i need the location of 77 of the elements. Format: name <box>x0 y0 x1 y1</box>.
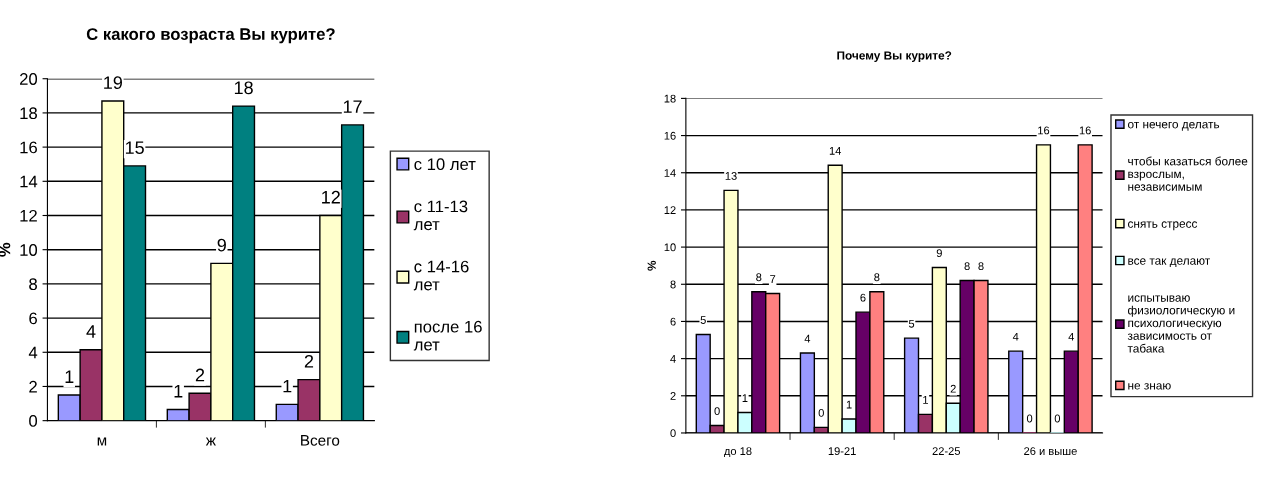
data-label: 1 <box>65 370 74 383</box>
data-label: 6 <box>860 293 866 302</box>
data-label: 2 <box>304 354 314 368</box>
y-tick-label: 18 <box>20 107 37 120</box>
legend-label: чтобы казаться более взрослым, независимым <box>1128 156 1248 191</box>
data-label: 1 <box>846 400 852 409</box>
legend-label: не знаю <box>1128 383 1171 390</box>
y-tick-label: 12 <box>20 209 37 222</box>
data-label: 5 <box>700 316 706 324</box>
y-tick-label: 0 <box>670 429 676 438</box>
y-tick-label: 6 <box>29 312 37 325</box>
data-label: 1 <box>923 396 928 404</box>
y-tick-label: 16 <box>20 141 37 154</box>
data-label: 9 <box>217 238 226 252</box>
data-label: 2 <box>950 384 956 393</box>
y-tick-label: 18 <box>664 94 676 103</box>
y-tick-label: 16 <box>664 131 676 140</box>
legend-label: с 14-16 лет <box>413 260 469 291</box>
y-tick-label: 4 <box>670 355 676 363</box>
legend-label: снять стресс <box>1128 221 1198 231</box>
data-label: 4 <box>1012 332 1019 341</box>
y-tick-label: 10 <box>20 244 38 256</box>
data-label: 0 <box>714 407 720 415</box>
y-tick-label: 2 <box>29 380 37 393</box>
y-tick-label: 8 <box>29 278 37 291</box>
data-label: 1 <box>283 379 292 393</box>
y-tick-label: 14 <box>20 175 38 188</box>
data-label: 0 <box>1026 414 1033 423</box>
data-label: 0 <box>818 408 824 417</box>
data-label: 9 <box>936 249 942 258</box>
data-label: 12 <box>322 190 340 204</box>
y-tick-label: 0 <box>29 415 38 427</box>
data-label: 0 <box>1054 414 1061 423</box>
data-label: 16 <box>1038 126 1050 135</box>
y-tick-label: 14 <box>664 169 676 177</box>
y-tick-label: 20 <box>20 73 38 85</box>
x-tick-label: м <box>97 437 107 446</box>
chart-title: С какого возраста Вы курите? <box>86 28 335 44</box>
legend-label: от нечего делать <box>1128 121 1220 131</box>
y-tick-label: 6 <box>670 317 676 326</box>
data-label: 16 <box>1079 126 1091 135</box>
data-label: 4 <box>1068 332 1075 341</box>
data-label: 5 <box>908 319 915 328</box>
legend-label: с 10 лет <box>414 158 476 171</box>
legend-label: испытываю физиологическую и психологическую зависимость от табака <box>1127 295 1235 353</box>
data-label: 15 <box>125 141 144 155</box>
data-label: 1 <box>742 394 748 402</box>
data-label: 4 <box>86 325 96 338</box>
x-tick-label: Всего <box>301 435 340 446</box>
x-tick-label: ж <box>205 437 216 446</box>
data-label: 17 <box>343 100 362 113</box>
data-label: 7 <box>770 275 776 283</box>
data-label: 19 <box>104 76 122 90</box>
data-label: 8 <box>874 273 880 282</box>
x-tick-label: 26 и выше <box>1024 447 1077 456</box>
y-tick-label: 12 <box>664 206 676 214</box>
y-tick-label: 10 <box>664 243 676 252</box>
data-label: 4 <box>804 334 811 343</box>
y-tick-label: 8 <box>670 280 676 289</box>
legend-label: с 11-13 лет <box>413 200 468 231</box>
y-tick-label: 4 <box>28 346 38 359</box>
x-tick-label: до 18 <box>724 447 752 458</box>
data-label: 8 <box>756 273 762 282</box>
legend-label: после 16 лет <box>413 320 482 351</box>
data-label: 18 <box>234 81 253 95</box>
x-tick-label: 22-25 <box>932 447 961 456</box>
data-label: 13 <box>725 172 737 180</box>
y-axis-title: % <box>647 260 656 271</box>
y-tick-label: 2 <box>670 392 676 400</box>
data-label: 1 <box>174 385 183 398</box>
x-tick-label: 19-21 <box>828 447 856 456</box>
data-label: 2 <box>195 368 205 382</box>
data-label: 8 <box>978 262 984 271</box>
data-label: 8 <box>964 262 970 271</box>
data-label: 14 <box>829 147 842 155</box>
legend-label: все так делают <box>1128 258 1210 268</box>
chart-title: Почему Вы курите? <box>837 51 952 62</box>
